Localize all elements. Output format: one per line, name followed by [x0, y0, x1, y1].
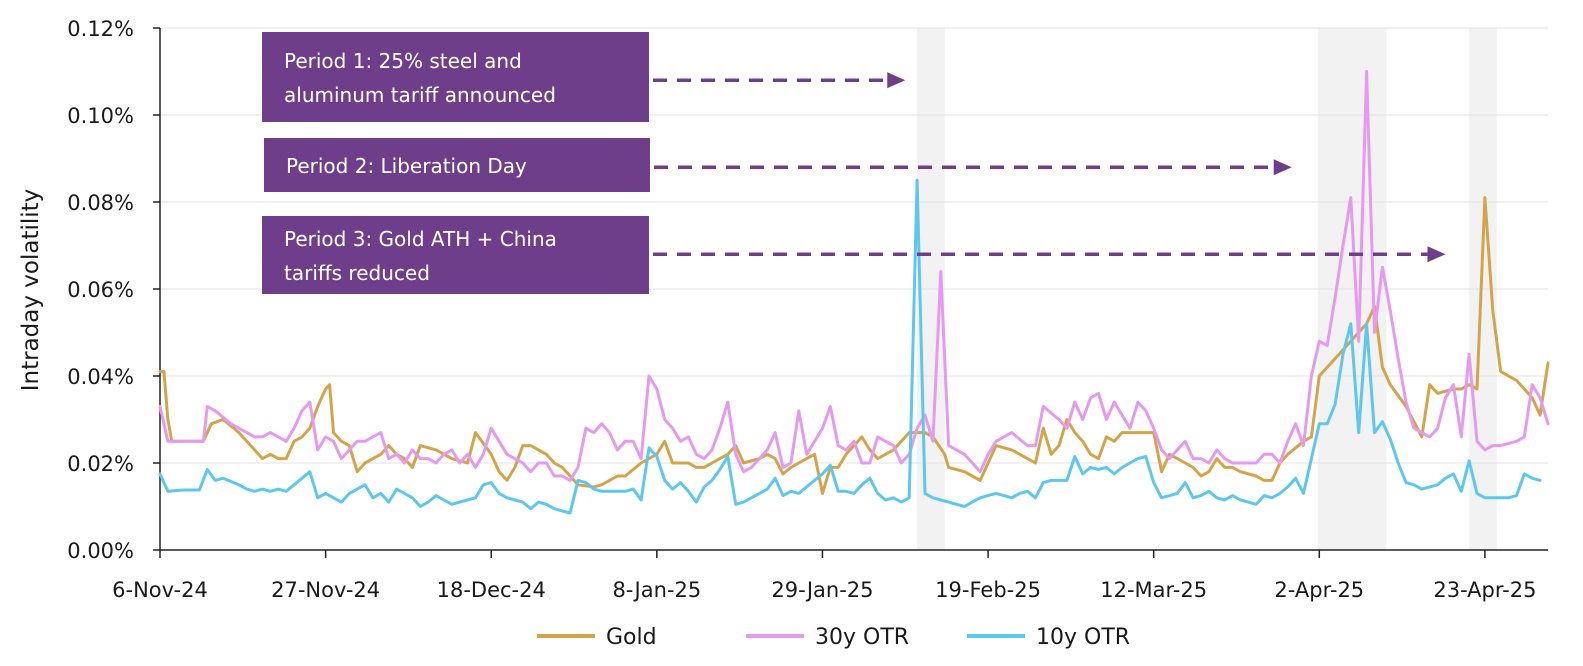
- annotation-text-period2: Period 2: Liberation Day: [286, 154, 527, 178]
- x-tick-label: 29-Jan-25: [771, 578, 873, 602]
- annotation-text-period3: Period 3: Gold ATH + China: [284, 227, 557, 251]
- annotation-box-period1: [262, 32, 649, 122]
- annotation-arrowhead-period3: [1427, 246, 1446, 263]
- y-tick-label: 0.10%: [67, 104, 134, 128]
- annotation-arrowhead-period1: [887, 72, 906, 89]
- y-tick-label: 0.04%: [67, 365, 134, 389]
- annotation-box-period3: [262, 216, 649, 294]
- y-axis-label: Intraday volatility: [18, 189, 44, 392]
- x-tick-label: 12-Mar-25: [1100, 578, 1207, 602]
- annotation-arrowhead-period2: [1273, 159, 1292, 176]
- series-line-10y-otr: [158, 178, 1542, 515]
- x-tick-label: 23-Apr-25: [1433, 578, 1536, 602]
- y-tick-label: 0.06%: [67, 278, 134, 302]
- y-tick-label: 0.02%: [67, 452, 134, 476]
- axes: 0.00% 0.02% 0.04% 0.06% 0.08% 0.10% 0.12% 6-Nov…: [67, 17, 1548, 602]
- y-tick-label: 0.08%: [67, 191, 134, 215]
- y-tick-label: 0.00%: [67, 539, 134, 563]
- annotation-text-period3: tariffs reduced: [284, 261, 430, 285]
- x-tick-label: 19-Feb-25: [935, 578, 1041, 602]
- data-series: [158, 70, 1550, 515]
- series-line-30y-otr: [158, 70, 1550, 482]
- legend-label-30y-otr: 30y OTR: [815, 625, 909, 650]
- x-tick-label: 6-Nov-24: [112, 578, 208, 602]
- x-tick-label: 27-Nov-24: [271, 578, 380, 602]
- annotation-box-period2: [264, 138, 650, 192]
- legend: Gold 30y OTR 10y OTR: [537, 625, 1130, 650]
- x-tick-label: 2-Apr-25: [1274, 578, 1364, 602]
- legend-label-10y-otr: 10y OTR: [1036, 625, 1130, 650]
- x-tick-label: 18-Dec-24: [437, 578, 546, 602]
- legend-label-gold: Gold: [606, 625, 657, 650]
- annotation-text-period1: aluminum tariff announced: [284, 83, 556, 107]
- x-tick-label: 8-Jan-25: [612, 578, 701, 602]
- annotation-text-period1: Period 1: 25% steel and: [284, 49, 522, 73]
- annotations: Period 1: 25% steel and aluminum tariff a…: [262, 32, 1446, 294]
- y-tick-label: 0.12%: [67, 17, 134, 41]
